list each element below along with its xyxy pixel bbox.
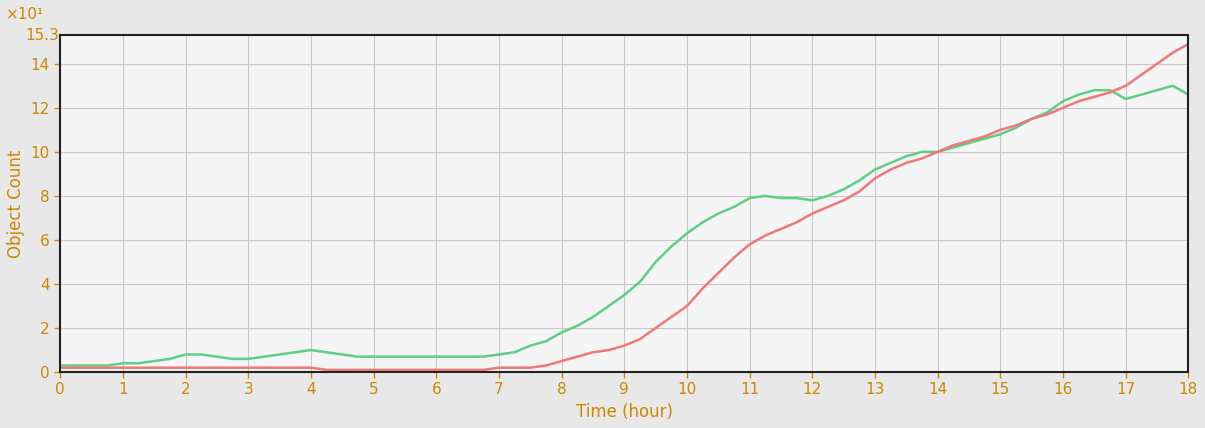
Text: 15.3: 15.3 <box>25 28 59 43</box>
Y-axis label: Object Count: Object Count <box>7 149 25 258</box>
Text: ×10¹: ×10¹ <box>6 7 45 22</box>
X-axis label: Time (hour): Time (hour) <box>576 403 672 421</box>
